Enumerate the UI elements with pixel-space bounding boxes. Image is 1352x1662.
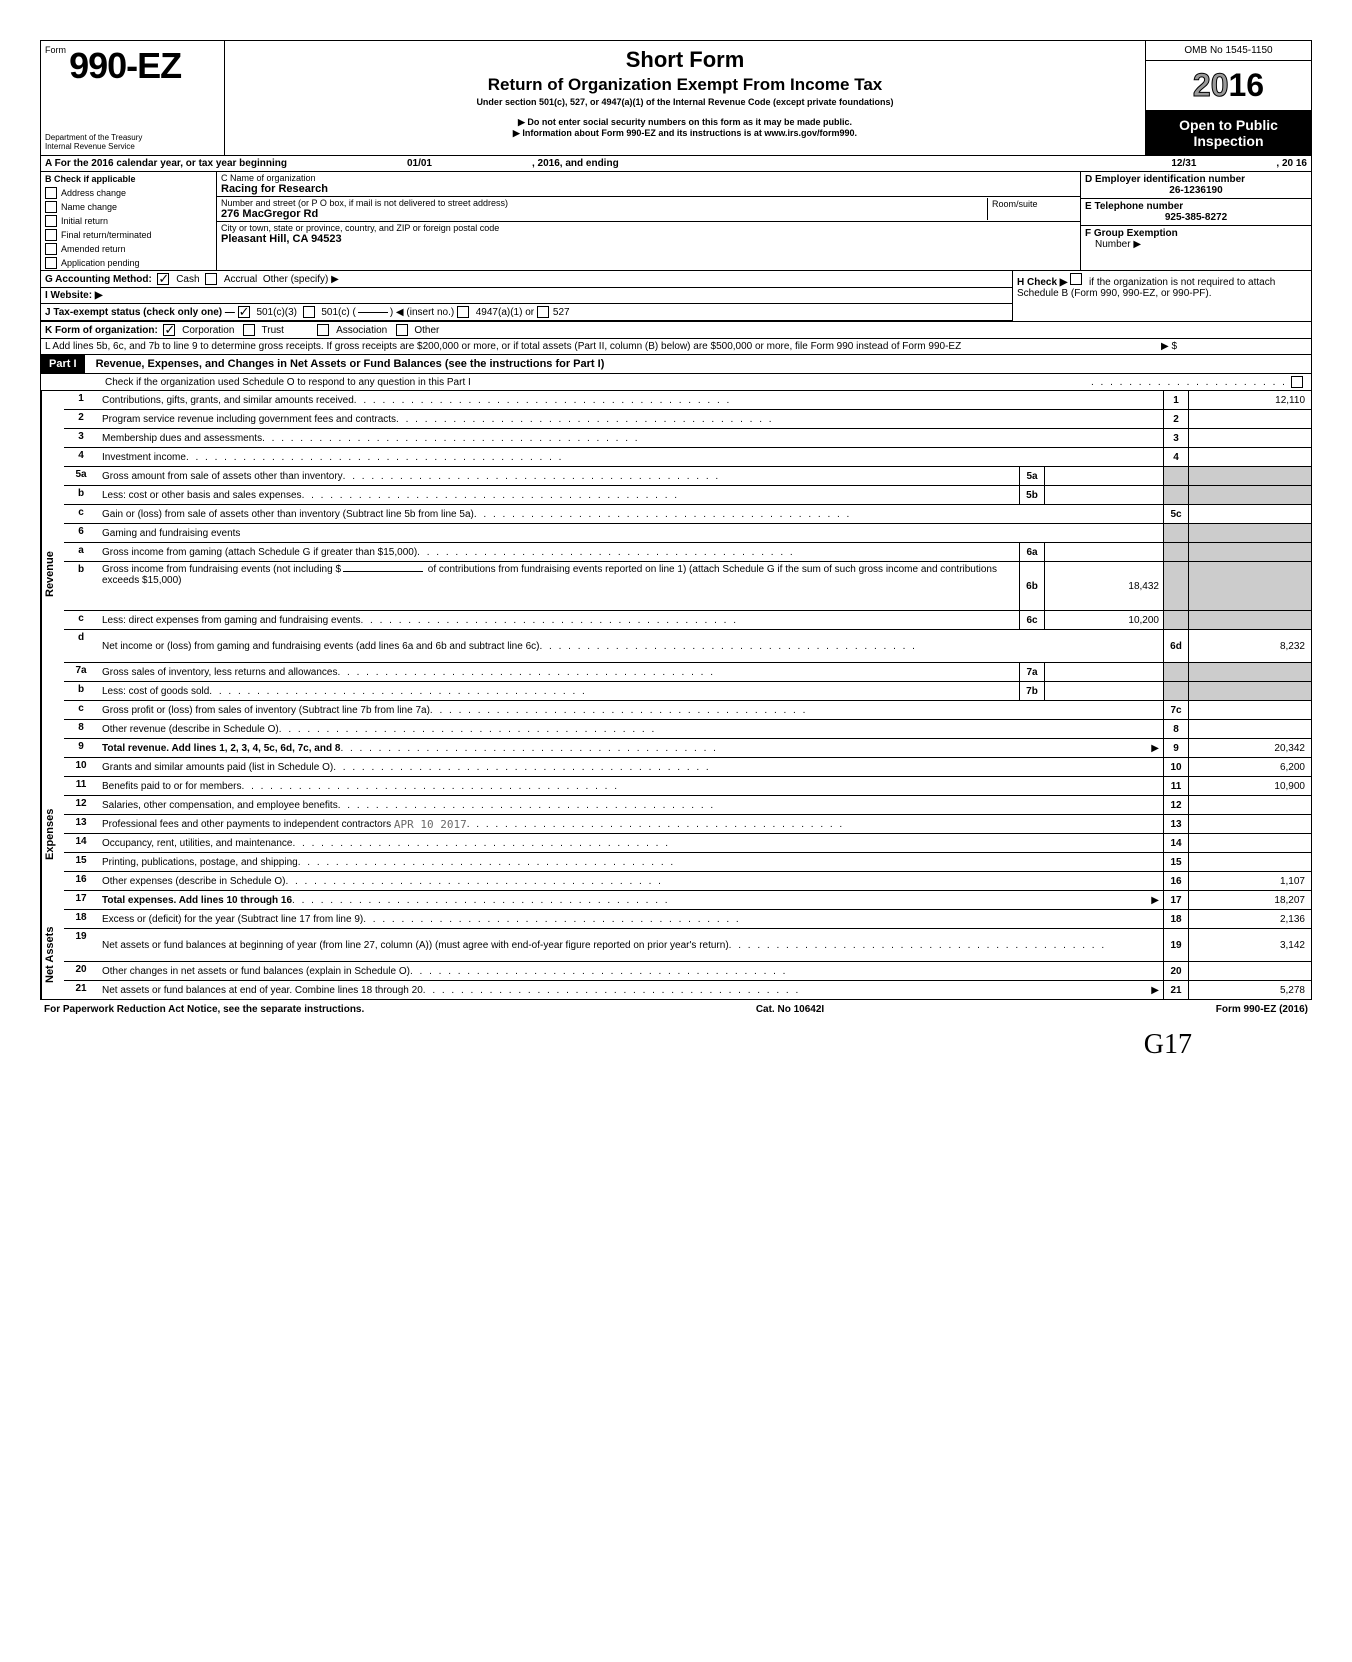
col-right: D Employer identification number 26-1236… [1080,172,1311,270]
checkbox-4947[interactable] [457,306,469,318]
row-l: L Add lines 5b, 6c, and 7b to line 9 to … [41,339,1311,355]
netassets-section: Net Assets 18Excess or (deficit) for the… [41,910,1311,999]
checkbox-corporation[interactable] [163,324,175,336]
short-form-title: Short Form [229,47,1141,73]
form-prefix: Form [45,45,66,55]
checkbox-schedule-b[interactable] [1070,273,1082,285]
inspection-box: Open to Public Inspection [1146,111,1311,155]
right-header-box: OMB No 1545-1150 2016 Open to Public Ins… [1145,41,1311,155]
city-state-zip: Pleasant Hill, CA 94523 [221,233,1076,245]
org-name: Racing for Research [221,183,1076,195]
val-19: 3,142 [1189,929,1311,961]
address: 276 MacGregor Rd [221,208,987,220]
checkbox-application-pending[interactable] [45,257,57,269]
checkbox-final-return[interactable] [45,229,57,241]
val-18: 2,136 [1189,910,1311,928]
val-6c: 10,200 [1045,611,1163,629]
val-17: 18,207 [1189,891,1311,909]
checkbox-schedule-o[interactable] [1291,376,1303,388]
netassets-label: Net Assets [41,910,64,999]
val-1: 12,110 [1189,391,1311,409]
col-b: B Check if applicable Address change Nam… [41,172,217,270]
row-k: K Form of organization: Corporation Trus… [41,322,1311,339]
section-bcdef: B Check if applicable Address change Nam… [41,172,1311,271]
checkbox-address-change[interactable] [45,187,57,199]
row-i: I Website: ▶ [41,288,1012,304]
val-6d: 8,232 [1189,630,1311,662]
subtitle: Under section 501(c), 527, or 4947(a)(1)… [229,97,1141,107]
checkbox-initial-return[interactable] [45,215,57,227]
warning: ▶ Do not enter social security numbers o… [229,117,1141,128]
val-16: 1,107 [1189,872,1311,890]
dept-line2: Internal Revenue Service [45,142,142,151]
row-g: G Accounting Method: Cash Accrual Other … [41,271,1012,288]
tax-year: 2016 [1146,61,1311,111]
form-number-box: Form 990-EZ Department of the Treasury I… [41,41,225,155]
checkbox-cash[interactable] [157,273,169,285]
form-number: 990-EZ [69,45,181,86]
info-link: ▶ Information about Form 990-EZ and its … [229,128,1141,139]
checkbox-amended[interactable] [45,243,57,255]
val-10: 6,200 [1189,758,1311,776]
val-9: 20,342 [1189,739,1311,757]
checkbox-trust[interactable] [243,324,255,336]
part1-header: Part I Revenue, Expenses, and Changes in… [41,355,1311,374]
checkbox-name-change[interactable] [45,201,57,213]
val-11: 10,900 [1189,777,1311,795]
omb-number: OMB No 1545-1150 [1146,41,1311,61]
handwritten-note: G17 [40,1019,1312,1061]
dept-line1: Department of the Treasury [45,133,142,142]
revenue-section: Revenue 1Contributions, gifts, grants, a… [41,391,1311,758]
checkbox-501c3[interactable] [238,306,250,318]
col-c: C Name of organization Racing for Resear… [217,172,1080,270]
checkbox-association[interactable] [317,324,329,336]
row-h: H Check ▶ if the organization is not req… [1012,271,1311,321]
val-21: 5,278 [1189,981,1311,999]
revenue-label: Revenue [41,391,64,758]
row-j: J Tax-exempt status (check only one) — 5… [41,304,1012,321]
footer: For Paperwork Reduction Act Notice, see … [40,1000,1312,1019]
header-row: Form 990-EZ Department of the Treasury I… [41,41,1311,156]
ein: 26-1236190 [1085,185,1307,196]
phone: 925-385-8272 [1085,212,1307,223]
date-stamp: APR 10 2017 [394,818,467,831]
form-990ez: Form 990-EZ Department of the Treasury I… [40,40,1312,1000]
checkbox-501c[interactable] [303,306,315,318]
checkbox-accrual[interactable] [205,273,217,285]
checkbox-527[interactable] [537,306,549,318]
expenses-section: Expenses 10Grants and similar amounts pa… [41,758,1311,910]
val-6b: 18,432 [1045,562,1163,610]
checkbox-other-org[interactable] [396,324,408,336]
expenses-label: Expenses [41,758,64,910]
room-suite: Room/suite [987,198,1076,220]
title-box: Short Form Return of Organization Exempt… [225,41,1145,155]
row-a: A For the 2016 calendar year, or tax yea… [41,156,1311,172]
part1-check: Check if the organization used Schedule … [41,374,1311,391]
main-title: Return of Organization Exempt From Incom… [229,75,1141,95]
